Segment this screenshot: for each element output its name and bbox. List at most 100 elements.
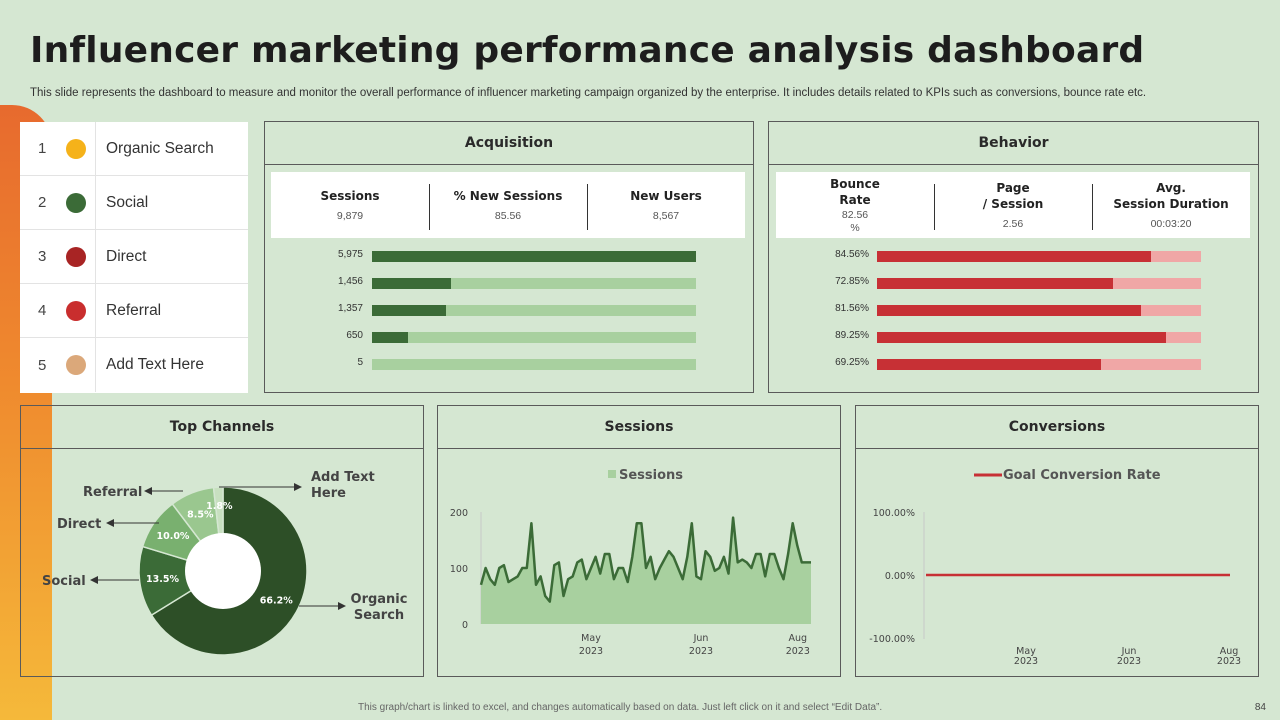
bar-fill bbox=[372, 332, 408, 343]
bar-track bbox=[372, 305, 696, 316]
y-tick-label: 200 bbox=[450, 508, 468, 519]
legend-number: 4 bbox=[38, 302, 47, 319]
page-number: 84 bbox=[1254, 702, 1266, 713]
callout-organic: Organic bbox=[351, 592, 408, 607]
callout-direct: Direct bbox=[57, 517, 101, 532]
bar-label: 72.85% bbox=[835, 276, 869, 287]
x-tick-year: 2023 bbox=[1117, 656, 1141, 667]
pie-data-label: 66.2% bbox=[260, 596, 293, 607]
pie-data-label: 8.5% bbox=[187, 509, 214, 520]
conversions-panel: Conversions Goal Conversion Rate 100.00%… bbox=[855, 405, 1259, 677]
x-tick-label: Aug bbox=[1220, 646, 1239, 657]
behavior-title: Behavior bbox=[769, 122, 1258, 165]
callout-social: Social bbox=[42, 574, 86, 589]
footer-note: This graph/chart is linked to excel, and… bbox=[358, 702, 883, 713]
bar-label: 89.25% bbox=[835, 330, 869, 341]
acquisition-panel: Acquisition Sessions 9,879 % New Session… bbox=[264, 121, 754, 393]
kpi-value: 00:03:20 bbox=[1150, 218, 1192, 230]
pie-data-label: 10.0% bbox=[156, 531, 189, 542]
conversions-legend: Goal Conversion Rate bbox=[1003, 468, 1161, 483]
y-tick-label: 0 bbox=[462, 620, 468, 631]
conversions-title: Conversions bbox=[856, 406, 1258, 449]
bar-track bbox=[877, 332, 1201, 343]
bar-fill bbox=[372, 251, 696, 262]
x-tick-year: 2023 bbox=[689, 646, 713, 657]
legend-dot-icon bbox=[66, 246, 86, 267]
x-tick-year: 2023 bbox=[1014, 656, 1038, 667]
bar-label: 5,975 bbox=[337, 249, 363, 260]
bar-fill bbox=[372, 278, 452, 289]
bar-label: 1,357 bbox=[337, 303, 363, 314]
bar-fill bbox=[877, 251, 1151, 262]
x-tick-year: 2023 bbox=[579, 646, 603, 657]
y-tick-label: -100.00% bbox=[869, 634, 915, 645]
legend-number: 2 bbox=[38, 194, 47, 211]
legend-dot-icon bbox=[66, 355, 86, 375]
legend-label: Direct bbox=[106, 247, 147, 265]
legend-dot-icon bbox=[66, 138, 86, 159]
bar-fill bbox=[877, 359, 1102, 370]
legend-item: 3 Direct bbox=[20, 230, 248, 284]
kpi-new-users: New Users 8,567 bbox=[587, 172, 745, 238]
bar-label: 84.56% bbox=[835, 249, 869, 260]
sessions-panel: Sessions Sessions 200 100 0 May 2023 Jun 2023… bbox=[437, 405, 841, 677]
sessions-line bbox=[479, 516, 811, 603]
kpi-page-session: Page / Session 2.56 bbox=[934, 172, 1092, 238]
kpi-label-line1: Avg. bbox=[1156, 181, 1186, 195]
sessions-chart: Sessions 200 100 0 May 2023 Jun 2023 Aug 2023 bbox=[450, 468, 811, 657]
legend-label: Organic Search bbox=[106, 139, 214, 157]
kpi-sessions: Sessions 9,879 bbox=[271, 172, 429, 238]
x-tick-label: May bbox=[1016, 646, 1036, 657]
acquisition-kpis: Sessions 9,879 % New Sessions 85.56 New … bbox=[271, 172, 745, 238]
legend-item: 1 Organic Search bbox=[20, 122, 248, 176]
legend-swatch-icon bbox=[608, 470, 616, 478]
kpi-label-line1: Bounce bbox=[830, 177, 880, 191]
kpi-session-duration: Avg. Session Duration 00:03:20 bbox=[1092, 172, 1250, 238]
legend-label: Add Text Here bbox=[106, 356, 204, 373]
channel-legend: 1 Organic Search 2 Social 3 Direct 4 Ref… bbox=[20, 122, 248, 393]
bar-track bbox=[877, 278, 1201, 289]
bar-fill bbox=[877, 278, 1114, 289]
x-tick-year: 2023 bbox=[786, 646, 810, 657]
page-subtitle: This slide represents the dashboard to m… bbox=[30, 87, 1147, 99]
kpi-label-line2: / Session bbox=[982, 197, 1044, 211]
x-tick-label: Jun bbox=[693, 633, 709, 644]
bar-label: 69.25% bbox=[835, 357, 869, 368]
acquisition-title: Acquisition bbox=[265, 122, 753, 165]
bar-track bbox=[372, 359, 696, 370]
top-channels-chart: 66.2% 13.5% 10.0% 8.5%1.8% Add Text Here Re… bbox=[42, 470, 408, 656]
kpi-label: Sessions bbox=[320, 189, 380, 203]
x-tick-year: 2023 bbox=[1217, 656, 1241, 667]
legend-label: Social bbox=[106, 193, 149, 211]
pie-slice bbox=[138, 545, 225, 617]
callout-add-text: Add Text bbox=[311, 470, 375, 485]
y-tick-label: 100.00% bbox=[873, 508, 915, 519]
bar-label: 650 bbox=[346, 330, 363, 341]
bar-track bbox=[877, 251, 1201, 262]
kpi-label-line2: Session Duration bbox=[1113, 197, 1229, 211]
donut-hole bbox=[185, 533, 261, 609]
legend-item: 5 Add Text Here bbox=[20, 338, 248, 392]
behavior-kpis: Bounce Rate 82.56 % Page / Session 2.56 … bbox=[776, 172, 1250, 238]
pie-data-label: 13.5% bbox=[146, 574, 179, 585]
x-tick-label: Aug bbox=[789, 633, 808, 644]
bar-fill bbox=[372, 305, 446, 316]
callout-add-text-2: Here bbox=[311, 486, 346, 501]
bar-fill bbox=[877, 332, 1167, 343]
x-tick-label: Jun bbox=[1121, 646, 1137, 657]
callout-referral: Referral bbox=[83, 485, 142, 500]
bar-label: 81.56% bbox=[835, 303, 869, 314]
behavior-panel: Behavior Bounce Rate 82.56 % Page / Sess… bbox=[768, 121, 1259, 393]
kpi-value: 2.56 bbox=[1002, 218, 1024, 230]
kpi-value: 9,879 bbox=[336, 210, 364, 222]
bar-track bbox=[372, 278, 696, 289]
kpi-value: 82.56 bbox=[841, 209, 869, 221]
kpi-value: 85.56 bbox=[494, 210, 522, 222]
bar-label: 1,456 bbox=[337, 276, 363, 287]
page-title: Influencer marketing performance analysi… bbox=[30, 30, 1145, 71]
y-tick-label: 0.00% bbox=[885, 571, 915, 582]
kpi-value-unit: % bbox=[850, 222, 860, 234]
kpi-new-sessions: % New Sessions 85.56 bbox=[429, 172, 587, 238]
sessions-legend: Sessions bbox=[619, 468, 683, 483]
legend-dot-icon bbox=[66, 300, 86, 321]
